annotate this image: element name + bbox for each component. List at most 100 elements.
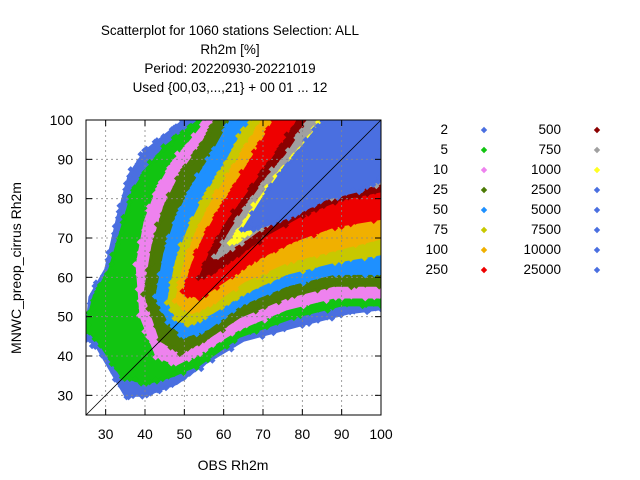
density-marker <box>153 137 161 144</box>
density-marker <box>184 142 191 149</box>
legend-label: 5 <box>440 142 448 157</box>
density-marker <box>376 292 381 299</box>
density-marker <box>244 164 251 172</box>
density-marker <box>338 244 345 251</box>
density-marker <box>170 124 178 132</box>
density-marker <box>213 188 220 195</box>
density-marker <box>270 220 277 227</box>
density-marker <box>136 238 144 246</box>
density-marker <box>253 328 260 335</box>
density-marker <box>209 341 217 348</box>
density-marker <box>151 293 159 300</box>
density-marker <box>218 262 225 269</box>
density-marker <box>246 224 253 231</box>
density-marker <box>240 264 248 271</box>
density-marker <box>222 321 229 329</box>
y-tick-label: 70 <box>57 230 73 246</box>
density-marker <box>223 343 231 350</box>
density-marker <box>376 269 381 276</box>
density-marker <box>282 222 290 229</box>
density-marker <box>198 328 206 335</box>
density-marker <box>268 166 275 173</box>
density-marker <box>137 181 144 188</box>
density-marker <box>134 286 142 293</box>
density-marker <box>347 220 354 228</box>
density-marker <box>259 333 266 341</box>
density-marker <box>305 120 313 125</box>
density-marker <box>317 198 324 205</box>
density-marker <box>198 140 205 148</box>
density-marker <box>350 308 358 315</box>
density-marker <box>313 252 321 259</box>
density-marker <box>153 221 161 228</box>
density-marker <box>378 137 381 143</box>
density-marker <box>188 270 195 277</box>
density-marker <box>378 304 381 310</box>
density-marker <box>193 331 200 338</box>
density-marker <box>306 309 313 316</box>
density-marker <box>227 190 234 197</box>
x-axis-ticks: 30 40 50 60 70 80 90 100 <box>98 120 393 442</box>
density-marker <box>241 232 248 239</box>
density-marker <box>231 295 238 302</box>
density-marker <box>309 132 317 139</box>
density-marker <box>324 307 331 314</box>
density-marker <box>205 300 213 307</box>
density-marker <box>180 270 187 277</box>
density-marker <box>171 219 178 227</box>
density-marker <box>168 284 175 292</box>
density-marker <box>308 201 316 208</box>
density-marker <box>356 188 363 196</box>
density-marker <box>275 259 282 267</box>
density-marker <box>284 147 292 154</box>
density-marker <box>272 247 279 254</box>
density-marker <box>346 308 354 316</box>
density-marker <box>192 291 199 298</box>
density-marker <box>172 183 179 190</box>
density-marker <box>122 186 129 193</box>
density-marker <box>270 121 278 129</box>
density-marker <box>132 261 139 268</box>
density-marker <box>194 339 202 346</box>
density-marker <box>177 170 185 177</box>
density-marker <box>173 175 181 182</box>
density-marker <box>266 173 273 180</box>
density-marker <box>213 284 221 291</box>
density-marker <box>141 328 148 335</box>
density-marker <box>241 205 248 212</box>
density-marker <box>217 336 225 343</box>
density-marker <box>222 159 229 167</box>
density-marker <box>314 287 321 294</box>
density-marker <box>185 247 192 255</box>
density-marker <box>163 251 170 259</box>
density-marker <box>370 300 378 307</box>
density-marker <box>217 206 224 214</box>
density-marker <box>227 120 235 124</box>
density-marker <box>348 293 355 300</box>
density-marker <box>265 160 273 167</box>
density-marker <box>223 171 231 179</box>
density-marker <box>196 222 204 229</box>
density-marker <box>175 284 183 291</box>
density-marker <box>115 235 123 242</box>
title-line: Rh2m [%] <box>200 42 259 57</box>
density-marker <box>114 240 122 248</box>
legend: 2510255075100250500750100025005000750010… <box>425 122 601 277</box>
density-marker <box>141 169 148 176</box>
density-marker <box>204 155 211 163</box>
density-marker <box>275 308 282 315</box>
density-marker <box>362 272 369 279</box>
density-marker <box>107 355 114 363</box>
legend-marker <box>480 266 488 274</box>
density-marker <box>137 380 145 387</box>
density-marker <box>113 365 121 372</box>
density-marker <box>215 251 223 259</box>
density-marker <box>208 284 216 291</box>
density-marker <box>159 210 166 217</box>
density-marker <box>352 253 359 260</box>
density-marker <box>322 258 330 265</box>
density-marker <box>224 259 231 266</box>
density-marker <box>145 165 152 172</box>
density-marker <box>230 146 238 153</box>
density-marker <box>180 333 187 340</box>
